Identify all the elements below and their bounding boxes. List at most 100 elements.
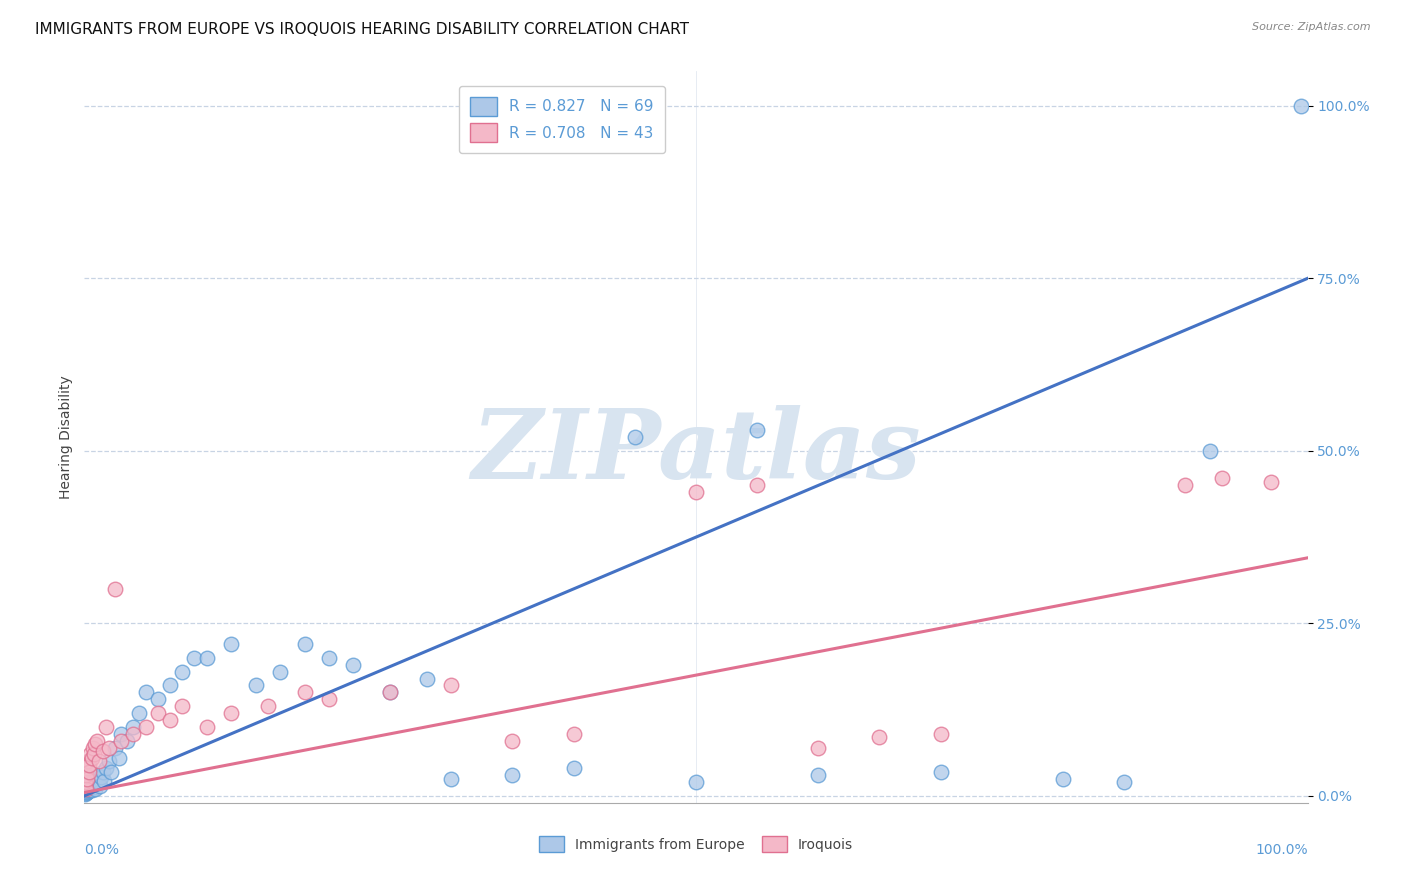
Point <box>183 651 205 665</box>
Text: IMMIGRANTS FROM EUROPE VS IROQUOIS HEARING DISABILITY CORRELATION CHART: IMMIGRANTS FROM EUROPE VS IROQUOIS HEARI… <box>35 22 689 37</box>
Point <box>440 772 463 786</box>
Point <box>76 772 98 786</box>
Point <box>195 720 218 734</box>
Point <box>342 657 364 672</box>
Point <box>77 764 100 779</box>
Point <box>83 776 105 790</box>
Text: ZIPatlas: ZIPatlas <box>471 405 921 499</box>
Point <box>219 706 242 720</box>
Point <box>172 665 194 679</box>
Point <box>146 692 169 706</box>
Point <box>79 747 101 762</box>
Point <box>97 740 120 755</box>
Point <box>294 685 316 699</box>
Text: 0.0%: 0.0% <box>84 843 120 857</box>
Point <box>86 733 108 747</box>
Point <box>79 782 101 797</box>
Point <box>75 768 97 782</box>
Point <box>77 755 100 769</box>
Point <box>75 787 97 801</box>
Point <box>75 786 97 800</box>
Point <box>1114 775 1136 789</box>
Point <box>122 720 145 734</box>
Point <box>1291 99 1313 113</box>
Point <box>75 782 97 797</box>
Text: Source: ZipAtlas.com: Source: ZipAtlas.com <box>1253 22 1371 32</box>
Point <box>93 773 115 788</box>
Point <box>110 733 132 747</box>
Point <box>807 768 830 782</box>
Point <box>869 731 891 745</box>
Point <box>76 779 98 793</box>
Point <box>96 720 118 734</box>
Point <box>562 727 585 741</box>
Point <box>159 713 181 727</box>
Point <box>135 685 157 699</box>
Point <box>562 761 585 775</box>
Point <box>82 740 104 755</box>
Point <box>269 665 291 679</box>
Point <box>80 779 103 793</box>
Point <box>91 764 114 779</box>
Point <box>79 777 101 791</box>
Point <box>107 751 129 765</box>
Point <box>104 582 127 596</box>
Point <box>89 779 111 793</box>
Point <box>100 764 122 779</box>
Point <box>77 783 100 797</box>
Point <box>416 672 439 686</box>
Point <box>83 780 105 794</box>
Point <box>84 737 107 751</box>
Point <box>80 751 103 765</box>
Point <box>75 775 97 789</box>
Point <box>318 651 340 665</box>
Point <box>1198 443 1220 458</box>
Point <box>1052 772 1074 786</box>
Point <box>135 720 157 734</box>
Point <box>73 779 96 793</box>
Point <box>159 678 181 692</box>
Point <box>91 744 114 758</box>
Point <box>146 706 169 720</box>
Point <box>502 768 524 782</box>
Point <box>83 782 105 797</box>
Point <box>76 782 98 797</box>
Point <box>79 782 101 797</box>
Point <box>380 685 402 699</box>
Point <box>502 733 524 747</box>
Point <box>172 699 194 714</box>
Point <box>97 755 120 769</box>
Point <box>122 727 145 741</box>
Point <box>1211 471 1233 485</box>
Point <box>76 780 98 795</box>
Point <box>1260 475 1282 489</box>
Point <box>929 727 952 741</box>
Point <box>86 772 108 786</box>
Point <box>79 779 101 793</box>
Point <box>87 768 110 782</box>
Point <box>77 757 100 772</box>
Y-axis label: Hearing Disability: Hearing Disability <box>59 376 73 499</box>
Point <box>685 775 707 789</box>
Point <box>294 637 316 651</box>
Text: 100.0%: 100.0% <box>1256 843 1308 857</box>
Point <box>87 755 110 769</box>
Legend: Immigrants from Europe, Iroquois: Immigrants from Europe, Iroquois <box>534 830 858 858</box>
Point <box>82 775 104 789</box>
Point <box>84 773 107 788</box>
Point <box>807 740 830 755</box>
Point <box>77 778 100 792</box>
Point <box>76 761 98 775</box>
Point <box>110 727 132 741</box>
Point <box>96 761 118 775</box>
Point <box>257 699 280 714</box>
Point <box>80 780 103 795</box>
Point <box>685 485 707 500</box>
Point <box>77 784 100 798</box>
Point <box>440 678 463 692</box>
Point <box>747 423 769 437</box>
Point <box>77 781 100 796</box>
Point <box>115 733 138 747</box>
Point <box>75 782 97 797</box>
Point <box>219 637 242 651</box>
